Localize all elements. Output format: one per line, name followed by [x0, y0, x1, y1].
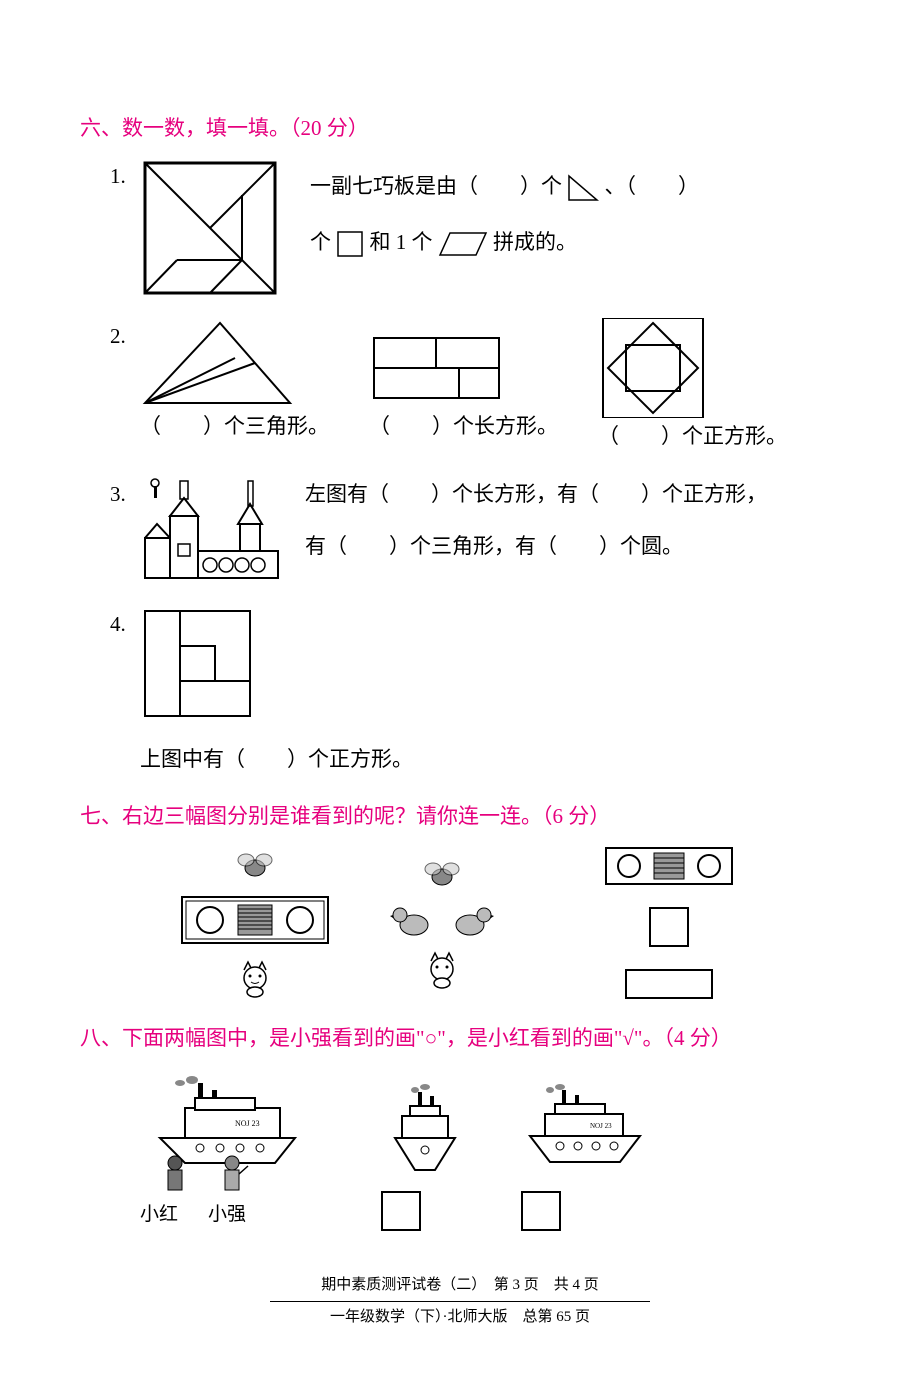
svg-text:NOJ 23: NOJ 23: [235, 1119, 260, 1128]
q3-line-2: 有（ ）个三角形，有（ ）个圆。: [305, 528, 840, 566]
cat-icon: [236, 960, 274, 998]
radio-top-view-icon: [604, 846, 734, 886]
duck-icon: [390, 901, 432, 939]
q1-text-1a: 一副七巧板是由（ ）个: [310, 174, 562, 198]
q4-number: 4.: [110, 606, 140, 644]
q2-number: 2.: [110, 318, 140, 356]
question-2: 2. （ ）个三角形。 （ ）个长方形。: [110, 318, 840, 456]
q4-line: 上图中有（ ）个正方形。: [140, 741, 840, 779]
question-4: 4. 上图中有（ ）个正方形。: [110, 606, 840, 779]
question-1: 1. 一副七巧板是由（ ）个 、（ ） 个 和 1 个: [110, 158, 840, 298]
square-icon: [336, 230, 364, 258]
q8-scene: NOJ 23 小红 小强: [140, 1068, 840, 1232]
ship-front-view-icon: [380, 1080, 470, 1190]
footer-divider: [270, 1301, 650, 1302]
q2-triangle-item: （ ）个三角形。: [140, 318, 329, 456]
duck-icon: [452, 901, 494, 939]
q1-text-2b: 和 1 个: [370, 230, 433, 254]
answer-box-icon[interactable]: [520, 1190, 562, 1232]
triangle-icon: [567, 174, 599, 202]
xiaoqiang-label: 小强: [208, 1198, 246, 1232]
square-view-icon: [648, 906, 690, 948]
q2-rect-label: （ ）个长方形。: [369, 408, 558, 446]
bee-icon: [236, 848, 274, 880]
footer-line-2: 一年级数学（下）·北师大版 总第 65 页: [80, 1304, 840, 1331]
ship-side-view-icon: NOJ 23: [520, 1080, 650, 1190]
q1-text-2c: 拼成的。: [493, 230, 577, 254]
q2-sq-label: （ ）个正方形。: [598, 418, 787, 456]
xiaohong-label: 小红: [140, 1198, 178, 1232]
section-7-heading: 七、右边三幅图分别是谁看到的呢？请你连一连。（6 分）: [80, 798, 840, 836]
q7-scene: [180, 846, 840, 1000]
castle-figure: [140, 476, 285, 586]
triangle-figure: [140, 318, 295, 408]
rect-view-icon: [624, 968, 714, 1000]
rectangle-figure: [369, 318, 504, 408]
section-8-heading: 八、下面两幅图中，是小强看到的画"○"，是小红看到的画"√"。（4 分）: [80, 1020, 840, 1058]
q3-line-1: 左图有（ ）个长方形，有（ ）个正方形，: [305, 476, 840, 514]
q1-number: 1.: [110, 158, 140, 196]
q1-text-1b: 、（ ）: [605, 174, 700, 198]
q1-line-1: 一副七巧板是由（ ）个 、（ ）: [310, 168, 840, 206]
page-footer: 期中素质测评试卷（二） 第 3 页 共 4 页 一年级数学（下）·北师大版 总第…: [80, 1272, 840, 1331]
q1-line-2: 个 和 1 个 拼成的。: [310, 224, 840, 262]
q2-tri-label: （ ）个三角形。: [140, 408, 329, 446]
squares-figure: [140, 606, 255, 721]
svg-text:NOJ 23: NOJ 23: [590, 1122, 612, 1130]
section-6-heading: 六、数一数，填一填。（20 分）: [80, 110, 840, 148]
bee-icon: [423, 857, 461, 889]
square-figure: [598, 318, 708, 418]
ship-with-kids-icon: NOJ 23: [140, 1068, 330, 1198]
question-3: 3. 左图有（ ）个长方形，有（ ）个正方形， 有（ ）个三角形，有（ ）个圆。: [110, 476, 840, 586]
q2-sq-item: （ ）个正方形。: [598, 318, 787, 456]
footer-line-1: 期中素质测评试卷（二） 第 3 页 共 4 页: [80, 1272, 840, 1299]
q1-text-2a: 个: [310, 230, 331, 254]
q3-number: 3.: [110, 476, 140, 514]
answer-box-icon[interactable]: [380, 1190, 422, 1232]
radio-front-icon: [180, 895, 330, 945]
parallelogram-icon: [438, 231, 488, 257]
cat-icon: [423, 951, 461, 989]
q2-rect-item: （ ）个长方形。: [369, 318, 558, 456]
tangram-figure: [140, 158, 280, 298]
